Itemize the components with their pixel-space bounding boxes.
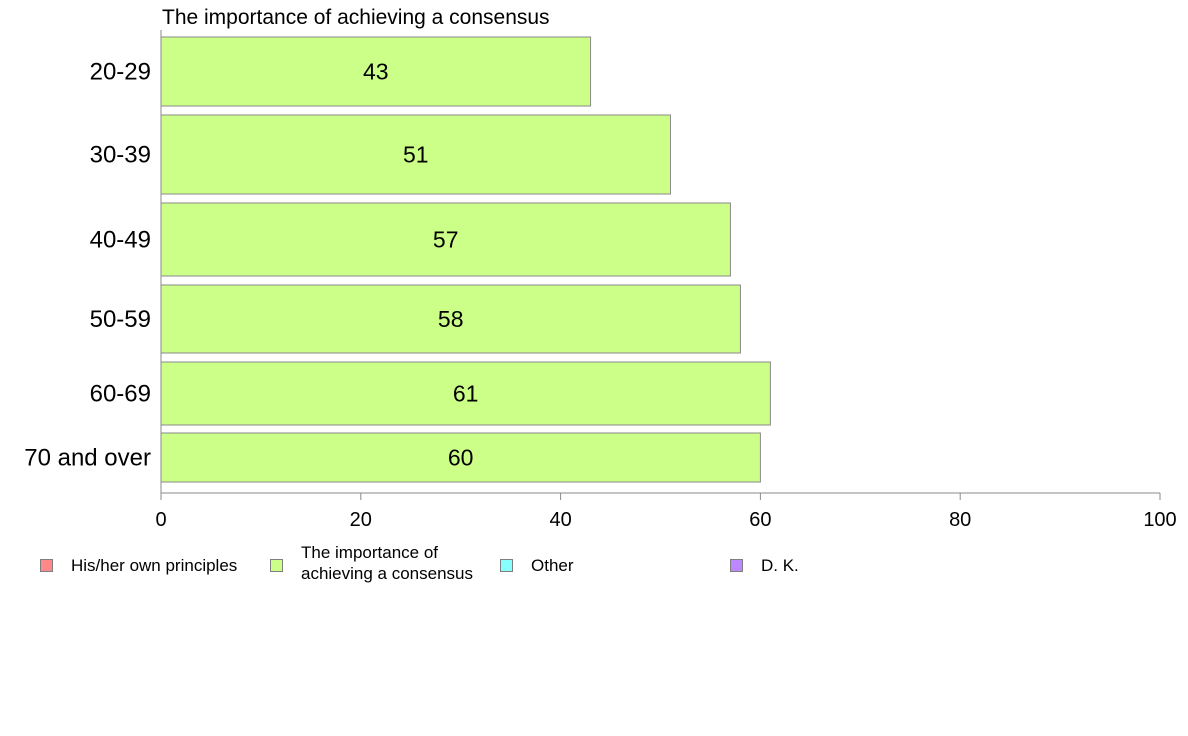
category-label: 50-59: [90, 306, 151, 333]
x-tick-label: 80: [949, 509, 971, 531]
category-label: 20-29: [90, 59, 151, 86]
category-label: 40-49: [90, 227, 151, 254]
category-label: 30-39: [90, 142, 151, 169]
bar-60-69: [160, 361, 771, 426]
data-label: 51: [403, 142, 429, 168]
legend-label: His/her own principles: [71, 556, 238, 575]
data-label: 61: [453, 381, 479, 407]
legend-swatch: [500, 559, 513, 572]
x-tick-label: 40: [549, 509, 571, 531]
legend-swatch: [40, 559, 53, 572]
legend: His/her own principles The importance of…: [0, 540, 1188, 590]
legend-label: D. K.: [761, 556, 799, 575]
legend-item-own-principles: His/her own principles: [40, 555, 261, 576]
category-label: 60-69: [90, 381, 151, 408]
bar-50-59: [160, 284, 741, 354]
legend-label: The importance of achieving a consensus: [301, 543, 474, 583]
legend-item-consensus: The importance of achieving a consensus: [270, 542, 491, 584]
bar-70-and-over: [160, 432, 761, 483]
data-label: 60: [448, 445, 474, 471]
bar-chart: The importance of achieving a consensus …: [24, 6, 1176, 531]
x-tick-label: 60: [749, 509, 771, 531]
category-label: 70 and over: [24, 445, 151, 472]
chart-title: The importance of achieving a consensus: [162, 6, 550, 29]
data-label: 57: [433, 227, 459, 253]
legend-label: Other: [531, 556, 574, 575]
x-tick-label: 0: [155, 509, 166, 531]
legend-item-dk: D. K.: [730, 555, 951, 576]
x-tick-label: 100: [1143, 509, 1176, 531]
bar-20-29: [160, 36, 592, 107]
legend-swatch: [270, 559, 283, 572]
data-label: 43: [363, 59, 389, 85]
bar-40-49: [160, 202, 731, 277]
data-label: 58: [438, 306, 464, 332]
legend-item-other: Other: [500, 555, 721, 576]
bar-30-39: [160, 114, 671, 195]
legend-swatch: [730, 559, 743, 572]
x-tick-label: 20: [350, 509, 372, 531]
